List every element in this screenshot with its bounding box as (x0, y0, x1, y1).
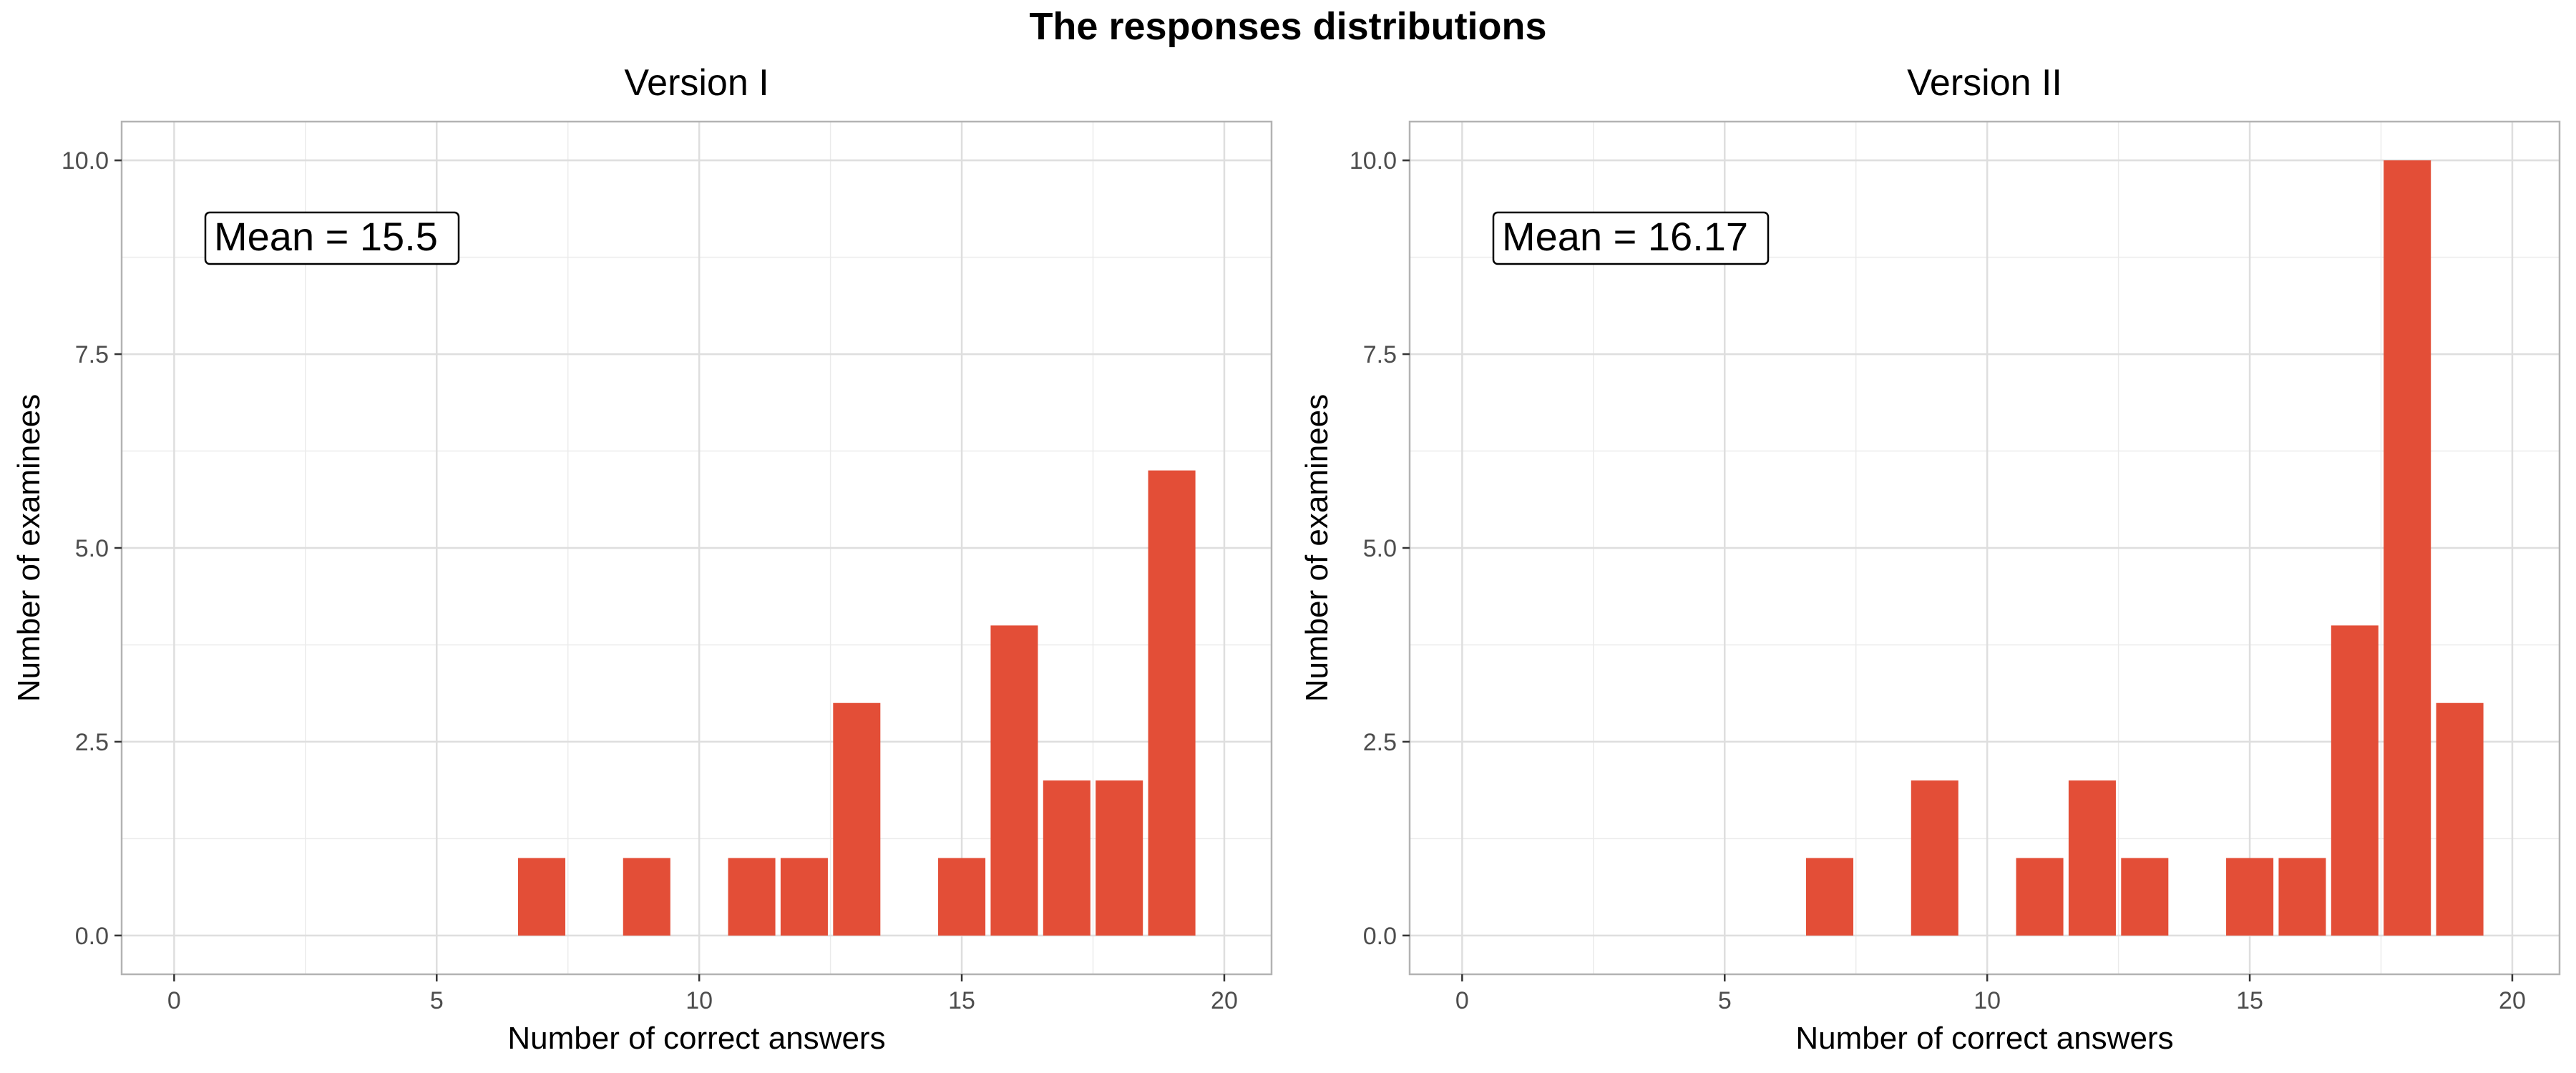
annotation-box (1492, 211, 1770, 265)
annotation-text: Mean = 15.5 (214, 214, 438, 259)
panel-1: 0 5 10 15 20 0.0 2.5 5.0 7.5 10.0 Version I Number … (11, 62, 1273, 1056)
x-axis-label: Number of correct answers (507, 1021, 885, 1056)
bar (833, 702, 881, 936)
bar (1043, 780, 1091, 936)
bar (780, 858, 828, 936)
x-tick-label: 15 (2236, 987, 2263, 1014)
y-tick-label: 10.0 (1350, 147, 1397, 175)
bar (2331, 625, 2379, 936)
y-tick-label: 0.0 (1363, 923, 1397, 950)
bar (938, 858, 986, 936)
bar (2226, 858, 2274, 936)
bar (1911, 780, 1958, 936)
x-tick-label: 15 (948, 987, 975, 1014)
x-tick-label: 5 (1718, 987, 1732, 1014)
x-tick-label: 0 (1455, 987, 1469, 1014)
bar (2016, 858, 2064, 936)
mean-annotation: Mean = 16.17 (1492, 211, 1770, 265)
y-tick-label: 2.5 (1363, 729, 1397, 756)
y-axis-label: Number of examinees (11, 394, 47, 702)
x-tick-label: 0 (167, 987, 181, 1014)
y-tick-label: 10.0 (62, 147, 109, 175)
bar (2278, 858, 2326, 936)
panel-2: 0 5 10 15 20 0.0 2.5 5.0 7.5 10.0 Version II Number… (1299, 62, 2561, 1056)
bar (2121, 858, 2169, 936)
bar (728, 858, 776, 936)
x-tick-label: 20 (1211, 987, 1238, 1014)
y-axis-label: Number of examinees (1299, 394, 1335, 702)
figure-title: The responses distributions (1029, 5, 1547, 48)
bar (518, 858, 566, 936)
y-tick-label: 2.5 (75, 729, 109, 756)
annotation-text: Mean = 16.17 (1502, 214, 1748, 259)
bar (1096, 780, 1143, 936)
bar (990, 625, 1038, 936)
x-tick-label: 10 (1974, 987, 2001, 1014)
x-tick-label: 10 (686, 987, 713, 1014)
y-tick-label: 5.0 (75, 535, 109, 562)
panel-title: Version II (1907, 62, 2062, 104)
bar (2436, 702, 2484, 936)
annotation-box (204, 211, 460, 265)
y-tick-label: 5.0 (1363, 535, 1397, 562)
x-axis-label: Number of correct answers (1795, 1021, 2173, 1056)
panel-title: Version I (624, 62, 769, 104)
y-tick-label: 7.5 (1363, 341, 1397, 368)
y-tick-label: 0.0 (75, 923, 109, 950)
x-tick-label: 5 (430, 987, 444, 1014)
x-tick-label: 20 (2499, 987, 2526, 1014)
bar (2384, 160, 2431, 936)
bar (1148, 470, 1196, 936)
y-tick-label: 7.5 (75, 341, 109, 368)
bar (1806, 858, 1854, 936)
mean-annotation: Mean = 15.5 (204, 211, 460, 265)
bar (623, 858, 670, 936)
bar (2068, 780, 2116, 936)
